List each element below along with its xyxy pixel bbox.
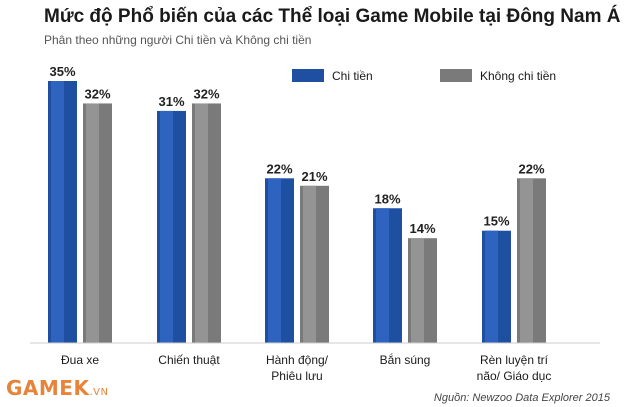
category-label-ren-luyen-tri-nao-giao-duc: Rèn luyện trí — [480, 353, 549, 367]
category-label-dua-xe: Đua xe — [61, 353, 99, 367]
value-label-dua-xe-non-paying: 32% — [84, 86, 110, 101]
category-label-hanh-dong-phieu-luu: Hành động/ — [266, 353, 329, 367]
legend: Chi tiền Không chi tiền — [292, 69, 556, 83]
bar-highlight — [51, 81, 65, 343]
value-label-chien-thuat-non-paying: 32% — [193, 86, 219, 101]
category-label-hanh-dong-phieu-luu: Phiêu lưu — [271, 369, 322, 383]
bar-chien-thuat-paying — [157, 110, 186, 343]
value-label-chien-thuat-paying: 31% — [158, 94, 184, 109]
bar-highlight — [268, 178, 282, 343]
legend-label-non-paying: Không chi tiền — [480, 69, 556, 83]
category-label-chien-thuat: Chiến thuật — [158, 353, 220, 367]
source-note: Nguồn: Newzoo Data Explorer 2015 — [433, 392, 610, 404]
bar-highlight — [195, 103, 209, 343]
bar-highlight — [520, 178, 534, 343]
bar-chien-thuat-non-paying — [192, 103, 221, 343]
bar-highlight — [86, 103, 100, 343]
chart-title: Mức độ Phổ biến của các Thể loại Game Mo… — [44, 6, 621, 27]
legend-swatch-non-paying — [440, 69, 472, 82]
value-label-ban-sung-non-paying: 14% — [409, 221, 435, 236]
bar-ban-sung-paying — [373, 208, 402, 343]
legend-label-paying: Chi tiền — [332, 69, 373, 83]
logo-suffix: .VN — [89, 387, 109, 398]
gamek-logo: GAMEK.VN — [6, 376, 108, 400]
bar-highlight — [160, 110, 174, 343]
bar-dua-xe-non-paying — [83, 103, 112, 343]
bar-dua-xe-paying — [48, 81, 77, 343]
value-label-dua-xe-paying: 35% — [49, 64, 75, 79]
bar-highlight — [411, 238, 425, 343]
bar-ren-luyen-tri-nao-giao-duc-non-paying — [517, 178, 546, 343]
bar-ren-luyen-tri-nao-giao-duc-paying — [482, 230, 511, 343]
legend-swatch-paying — [292, 69, 324, 82]
category-label-ban-sung: Bắn súng — [380, 352, 431, 367]
bar-highlight — [376, 208, 390, 343]
logo-text: GAMEK — [6, 376, 90, 400]
value-label-ren-luyen-tri-nao-giao-duc-paying: 15% — [483, 214, 509, 229]
bar-ban-sung-non-paying — [408, 238, 437, 343]
chart-subtitle: Phân theo những người Chi tiền và Không … — [44, 33, 312, 47]
value-label-hanh-dong-phieu-luu-paying: 22% — [266, 161, 292, 176]
bar-highlight — [303, 185, 317, 343]
bar-highlight — [485, 230, 499, 343]
bar-hanh-dong-phieu-luu-paying — [265, 178, 294, 343]
bar-hanh-dong-phieu-luu-non-paying — [300, 185, 329, 343]
value-label-ban-sung-paying: 18% — [374, 191, 400, 206]
value-label-hanh-dong-phieu-luu-non-paying: 21% — [301, 169, 327, 184]
category-label-ren-luyen-tri-nao-giao-duc: não/ Giáo dục — [477, 369, 552, 383]
value-label-ren-luyen-tri-nao-giao-duc-non-paying: 22% — [518, 161, 544, 176]
